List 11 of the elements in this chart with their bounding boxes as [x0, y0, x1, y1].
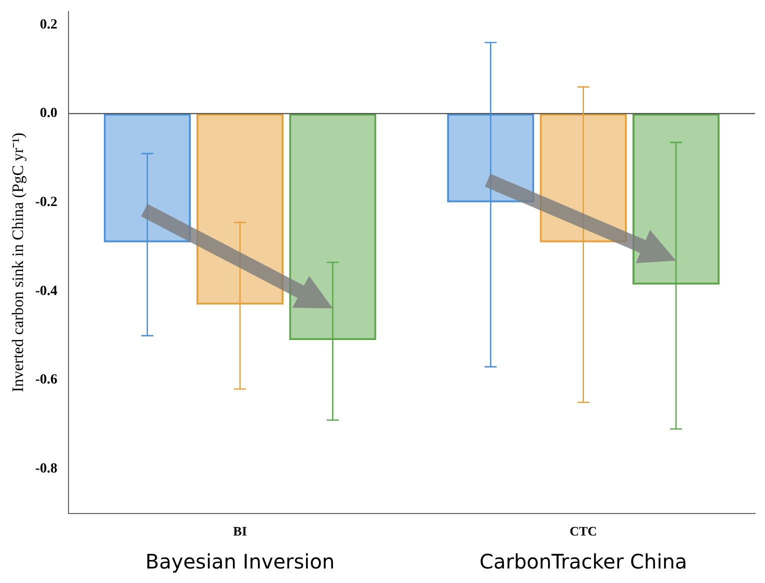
y-tick-label: -0.8 [35, 462, 58, 477]
text: Bayesian Inversion [145, 550, 335, 574]
x-tick-label: CTC [570, 524, 598, 539]
y-axis-title: Inverted carbon sink in China (PgC yr⁻¹) [10, 132, 27, 392]
y-tick-label: -0.6 [35, 372, 58, 388]
x-tick-label: BI [233, 524, 247, 539]
y-tick-label: -0.4 [35, 284, 58, 299]
y-tick-label: 0.0 [40, 106, 58, 122]
y-tick-label: 0.2 [40, 17, 58, 32]
y-tick-label: -0.2 [35, 195, 58, 210]
text: CarbonTracker China [479, 550, 688, 574]
